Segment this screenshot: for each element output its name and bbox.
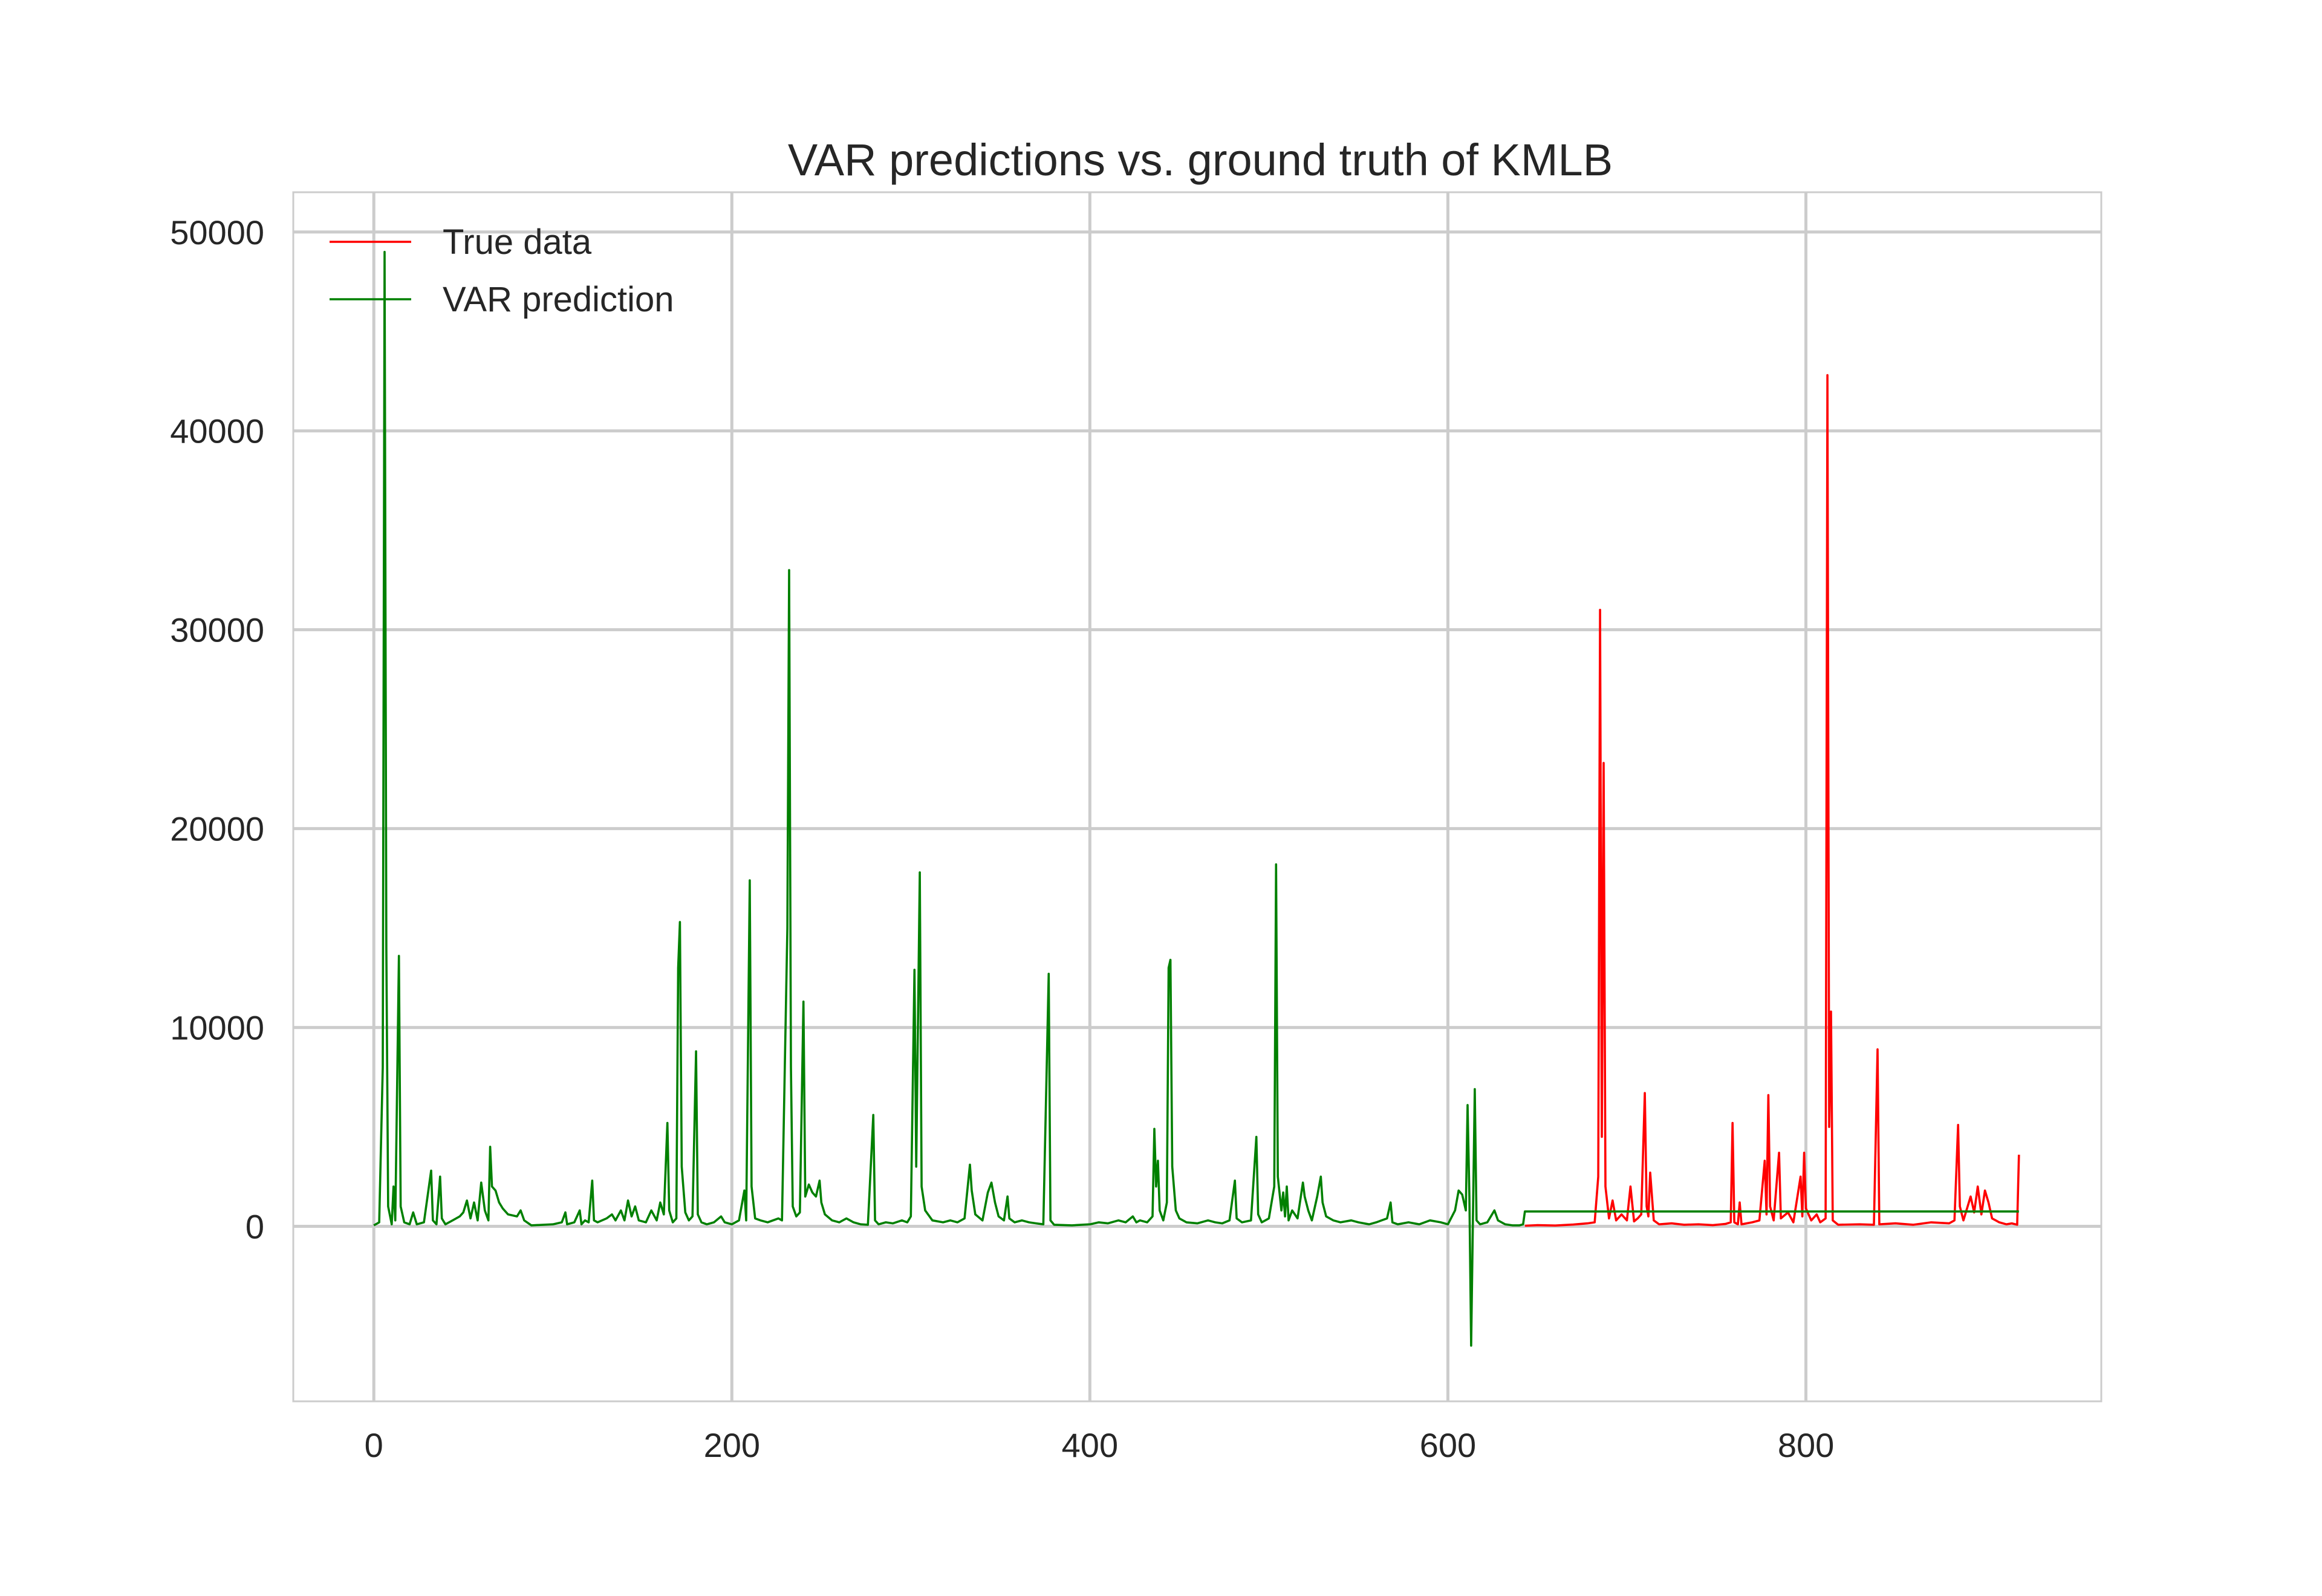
x-tick-label: 400 — [1062, 1426, 1118, 1464]
series-line-true-data — [1524, 374, 2020, 1227]
y-tick-label: 30000 — [170, 611, 264, 649]
x-tick-label: 200 — [704, 1426, 760, 1464]
series-line-var-prediction — [373, 250, 2019, 1347]
y-tick-label: 40000 — [170, 412, 264, 450]
legend: True data VAR prediction — [330, 222, 674, 319]
y-axis: 0 10000 20000 30000 40000 50000 — [170, 213, 264, 1246]
x-axis: 0 200 400 600 800 — [365, 1426, 1835, 1464]
y-tick-label: 50000 — [170, 213, 264, 251]
x-tick-label: 0 — [365, 1426, 383, 1464]
grid — [293, 192, 2101, 1401]
legend-label: True data — [443, 222, 592, 262]
y-tick-label: 10000 — [170, 1009, 264, 1047]
series-layer — [373, 250, 2020, 1347]
plot-border — [292, 191, 2102, 1403]
x-tick-label: 800 — [1778, 1426, 1834, 1464]
plot-frame — [292, 191, 2102, 1403]
chart-title: VAR predictions vs. ground truth of KMLB — [788, 135, 1613, 185]
legend-label: VAR prediction — [443, 280, 674, 319]
x-tick-label: 600 — [1420, 1426, 1476, 1464]
y-tick-label: 20000 — [170, 810, 264, 848]
y-tick-label: 0 — [246, 1208, 264, 1246]
